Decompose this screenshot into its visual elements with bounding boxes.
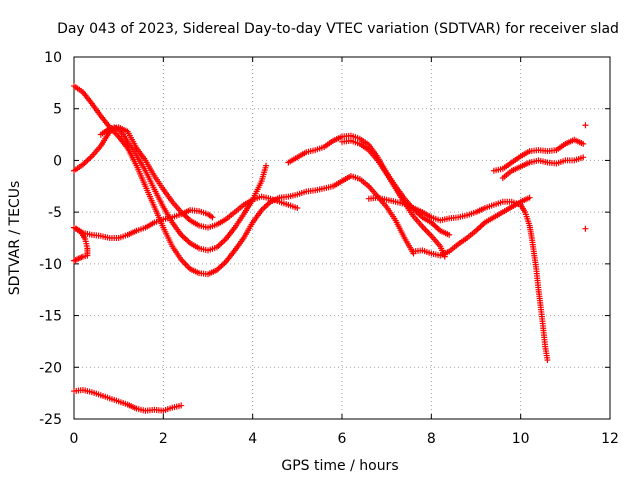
data-point-marker xyxy=(85,156,92,163)
grid xyxy=(74,57,610,419)
x-tick-label: 12 xyxy=(601,431,619,447)
data-point-marker xyxy=(178,402,185,409)
data-point-marker xyxy=(82,158,89,165)
x-tick-label: 2 xyxy=(159,431,168,447)
data-point-marker xyxy=(475,225,482,232)
data-point-marker xyxy=(582,122,589,129)
data-point-marker xyxy=(181,234,188,241)
y-tick-label: -10 xyxy=(39,257,62,273)
data-point-marker xyxy=(431,222,438,229)
data-point-marker xyxy=(582,225,589,232)
data-point-marker xyxy=(218,262,225,269)
data-point-marker xyxy=(73,225,80,232)
x-tick-label: 8 xyxy=(427,431,436,447)
data-point-marker xyxy=(474,226,481,233)
data-point-marker xyxy=(218,240,225,247)
data-point-marker xyxy=(87,154,94,161)
data-point-marker xyxy=(221,237,228,244)
x-tick-label: 10 xyxy=(512,431,530,447)
data-point-marker xyxy=(263,162,270,169)
data-point-marker xyxy=(84,157,91,164)
data-point-marker xyxy=(209,214,216,221)
data-point-marker xyxy=(580,140,587,147)
data-point-marker xyxy=(544,357,551,364)
data-point-marker xyxy=(260,205,267,212)
data-point-marker xyxy=(216,264,223,271)
y-tick-label: -20 xyxy=(39,360,62,376)
data-point-marker xyxy=(434,225,441,232)
y-tick-label: 5 xyxy=(53,102,62,118)
x-tick-label: 4 xyxy=(248,431,257,447)
chart-title: Day 043 of 2023, Sidereal Day-to-day VTE… xyxy=(57,21,619,37)
y-axis-label: SDTVAR / TECUs xyxy=(7,181,23,296)
x-tick-label: 0 xyxy=(70,431,79,447)
data-point-marker xyxy=(264,201,271,208)
data-point-marker xyxy=(446,231,453,238)
data-point-marker xyxy=(219,261,226,268)
data-point-marker xyxy=(179,233,186,240)
data-point-marker xyxy=(221,260,228,267)
data-point-marker xyxy=(477,223,484,230)
data-point-marker xyxy=(182,236,189,243)
data-point-marker xyxy=(261,204,268,211)
data-point-marker xyxy=(478,222,485,229)
x-tick-label: 6 xyxy=(338,431,347,447)
data-point-marker xyxy=(263,202,270,209)
axis-ticks: 0 2 4 6 8 10 12 -25 -20 -15 -10 -5 0 5 10 xyxy=(39,50,619,447)
data-point-marker xyxy=(184,214,191,221)
y-tick-label: -5 xyxy=(48,205,62,221)
data-markers xyxy=(71,82,589,414)
y-tick-label: -25 xyxy=(39,412,62,428)
data-point-marker xyxy=(184,237,191,244)
y-tick-label: -15 xyxy=(39,309,62,325)
data-point-marker xyxy=(216,241,223,248)
x-axis-label: GPS time / hours xyxy=(281,458,398,474)
data-point-marker xyxy=(294,205,301,212)
y-tick-label: 0 xyxy=(53,153,62,169)
data-point-marker xyxy=(432,223,439,230)
y-tick-label: 10 xyxy=(44,50,62,66)
data-point-marker xyxy=(580,154,587,161)
data-point-marker xyxy=(219,238,226,245)
data-point-marker xyxy=(526,194,533,201)
